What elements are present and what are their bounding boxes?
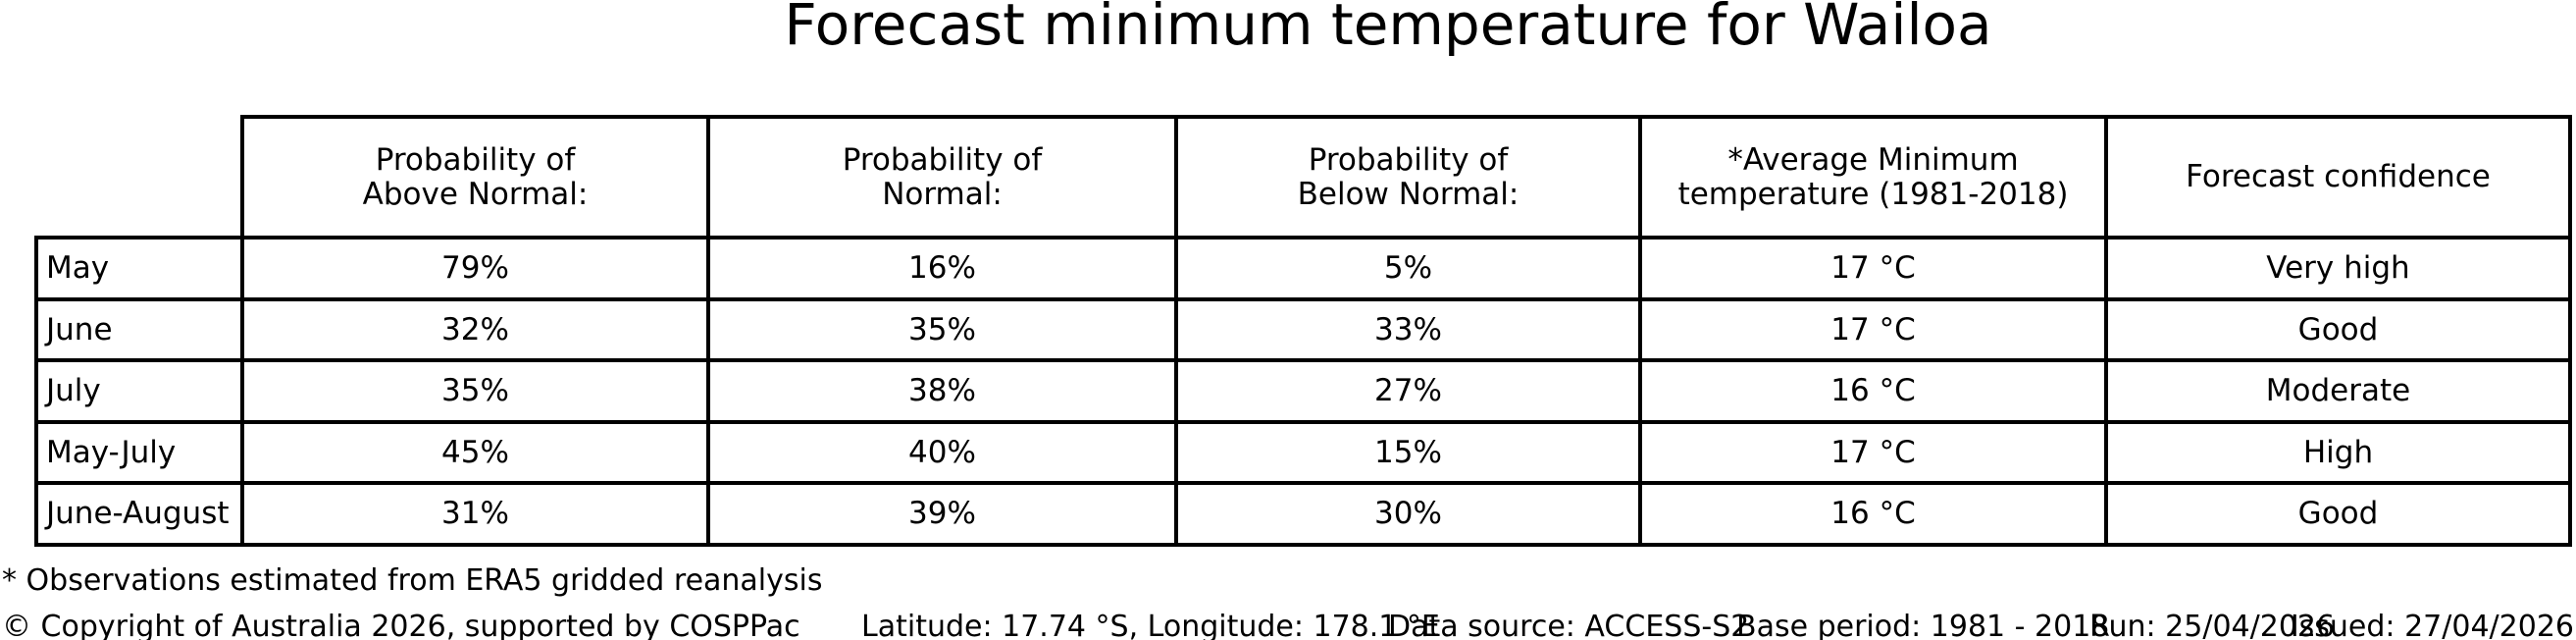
table-cell: 38% xyxy=(706,358,1178,424)
page-title: Forecast minimum temperature for Wailoa xyxy=(784,0,1992,58)
row-label: May-July xyxy=(34,419,244,485)
table-cell: 16 °C xyxy=(1638,358,2108,424)
row-label: June xyxy=(34,296,244,362)
column-header-above-normal: Probability of Above Normal: xyxy=(240,115,710,240)
table-header-row: Probability of Above Normal: Probability… xyxy=(36,115,2572,240)
forecast-table: Probability of Above Normal: Probability… xyxy=(34,115,2572,547)
row-label: June-August xyxy=(34,481,244,547)
table-row-may: May 79% 16% 5% 17 °C Very high xyxy=(34,236,2572,301)
table-corner-cell xyxy=(36,117,242,238)
table-cell: 30% xyxy=(1174,481,1642,547)
copyright-text: © Copyright of Australia 2026, supported… xyxy=(2,610,800,640)
table-cell: 17 °C xyxy=(1638,236,2108,301)
table-row-may-july: May-July 45% 40% 15% 17 °C High xyxy=(34,419,2572,485)
table-cell: 39% xyxy=(706,481,1178,547)
table-cell: 45% xyxy=(240,419,710,485)
column-header-forecast-confidence: Forecast confidence xyxy=(2104,115,2572,240)
table-row-june: June 32% 35% 33% 17 °C Good xyxy=(34,296,2572,362)
table-cell: 40% xyxy=(706,419,1178,485)
table-cell: 32% xyxy=(240,296,710,362)
column-header-below-normal: Probability of Below Normal: xyxy=(1174,115,1642,240)
table-cell: 79% xyxy=(240,236,710,301)
table-cell: 15% xyxy=(1174,419,1642,485)
table-cell: Moderate xyxy=(2104,358,2572,424)
issued-date-text: Issued: 27/04/2026 xyxy=(2290,610,2574,640)
run-date-text: Run: 25/04/2026 xyxy=(2089,610,2336,640)
table-cell: 35% xyxy=(706,296,1178,362)
table-row-june-august: June-August 31% 39% 30% 16 °C Good xyxy=(34,481,2572,547)
row-label: July xyxy=(34,358,244,424)
table-cell: Very high xyxy=(2104,236,2572,301)
base-period-text: Base period: 1981 - 2018 xyxy=(1736,610,2110,640)
table-cell: Good xyxy=(2104,481,2572,547)
table-cell: 35% xyxy=(240,358,710,424)
column-header-average-min-temp: *Average Minimum temperature (1981-2018) xyxy=(1638,115,2108,240)
column-header-normal: Probability of Normal: xyxy=(706,115,1178,240)
data-source-text: Data source: ACCESS-S2 xyxy=(1388,610,1750,640)
table-row-july: July 35% 38% 27% 16 °C Moderate xyxy=(34,358,2572,424)
table-cell: 17 °C xyxy=(1638,419,2108,485)
table-cell: 17 °C xyxy=(1638,296,2108,362)
table-cell: High xyxy=(2104,419,2572,485)
table-cell: 27% xyxy=(1174,358,1642,424)
table-cell: 31% xyxy=(240,481,710,547)
location-text: Latitude: 17.74 °S, Longitude: 178.1 °E xyxy=(861,610,1440,640)
row-label: May xyxy=(34,236,244,301)
footnote: * Observations estimated from ERA5 gridd… xyxy=(2,563,823,598)
table-cell: 16% xyxy=(706,236,1178,301)
table-cell: 33% xyxy=(1174,296,1642,362)
table-cell: 16 °C xyxy=(1638,481,2108,547)
table-cell: 5% xyxy=(1174,236,1642,301)
table-cell: Good xyxy=(2104,296,2572,362)
